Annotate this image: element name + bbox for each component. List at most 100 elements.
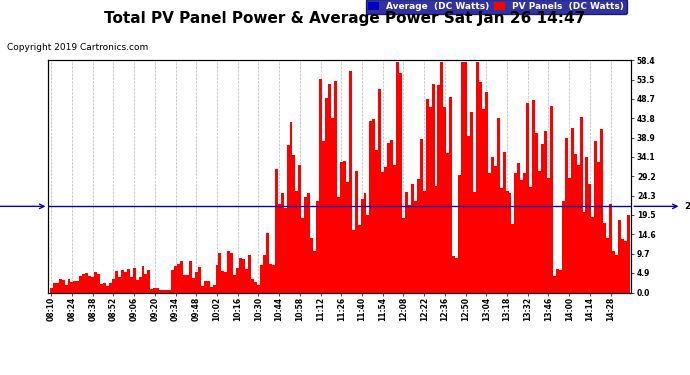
Bar <box>452 256 455 292</box>
Bar <box>192 278 195 292</box>
Bar <box>455 258 458 292</box>
Bar <box>529 187 532 292</box>
Bar <box>494 166 497 292</box>
Bar <box>461 62 464 292</box>
Bar <box>73 281 77 292</box>
Bar <box>171 270 174 292</box>
Bar <box>603 223 607 292</box>
Bar <box>313 251 316 292</box>
Bar <box>115 271 118 292</box>
Bar <box>230 253 233 292</box>
Bar <box>405 192 408 292</box>
Bar <box>556 269 559 292</box>
Bar <box>70 282 73 292</box>
Bar <box>168 290 171 292</box>
Bar <box>56 284 59 292</box>
Bar <box>568 178 571 292</box>
Bar <box>589 184 591 292</box>
Bar <box>136 280 139 292</box>
Bar <box>515 173 518 292</box>
Bar <box>506 191 509 292</box>
Bar <box>186 275 189 292</box>
Bar <box>183 275 186 292</box>
Bar <box>366 214 369 292</box>
Bar <box>159 290 162 292</box>
Bar <box>65 285 68 292</box>
Bar <box>298 165 302 292</box>
Bar <box>242 259 245 292</box>
Bar <box>269 264 272 292</box>
Bar <box>219 252 221 292</box>
Bar <box>224 272 228 292</box>
Bar <box>591 217 594 292</box>
Bar <box>307 193 310 292</box>
Bar <box>497 118 500 292</box>
Bar <box>97 274 100 292</box>
Bar <box>352 230 355 292</box>
Bar <box>458 175 461 292</box>
Bar <box>286 145 290 292</box>
Bar <box>375 150 378 292</box>
Bar <box>580 117 582 292</box>
Bar <box>233 275 236 292</box>
Bar <box>378 89 382 292</box>
Bar <box>290 122 293 292</box>
Bar <box>228 251 230 292</box>
Bar <box>467 136 470 292</box>
Bar <box>94 272 97 292</box>
Bar <box>127 269 130 292</box>
Bar <box>346 182 348 292</box>
Bar <box>414 201 417 292</box>
Bar <box>417 179 420 292</box>
Text: 21.640: 21.640 <box>0 202 44 211</box>
Bar <box>210 287 213 292</box>
Bar <box>491 157 494 292</box>
Bar <box>121 270 124 292</box>
Bar <box>257 285 260 292</box>
Bar <box>239 258 242 292</box>
Bar <box>150 289 153 292</box>
Bar <box>331 118 334 292</box>
Bar <box>582 212 586 292</box>
Bar <box>165 290 168 292</box>
Bar <box>59 279 61 292</box>
Bar <box>281 193 284 292</box>
Bar <box>157 288 159 292</box>
Bar <box>77 281 79 292</box>
Bar <box>141 266 144 292</box>
Bar <box>109 283 112 292</box>
Bar <box>82 274 86 292</box>
Bar <box>479 82 482 292</box>
Bar <box>627 216 630 292</box>
Bar <box>204 281 206 292</box>
Bar <box>304 197 307 292</box>
Bar <box>174 266 177 292</box>
Bar <box>520 180 523 292</box>
Bar <box>132 268 136 292</box>
Bar <box>446 153 449 292</box>
Bar <box>396 62 399 292</box>
Bar <box>420 139 423 292</box>
Bar <box>88 276 91 292</box>
Bar <box>573 154 577 292</box>
Legend: Average  (DC Watts), PV Panels  (DC Watts): Average (DC Watts), PV Panels (DC Watts) <box>366 0 627 14</box>
Bar <box>411 184 414 292</box>
Bar <box>384 167 387 292</box>
Bar <box>236 268 239 292</box>
Bar <box>275 169 277 292</box>
Bar <box>621 239 624 292</box>
Bar <box>586 158 589 292</box>
Bar <box>263 255 266 292</box>
Bar <box>618 220 621 292</box>
Text: Copyright 2019 Cartronics.com: Copyright 2019 Cartronics.com <box>7 43 148 52</box>
Bar <box>523 173 526 292</box>
Bar <box>322 141 325 292</box>
Bar <box>464 62 467 292</box>
Bar <box>61 280 65 292</box>
Bar <box>393 165 396 292</box>
Bar <box>437 86 440 292</box>
Bar <box>266 233 269 292</box>
Bar <box>502 152 506 292</box>
Bar <box>79 276 82 292</box>
Bar <box>284 208 286 292</box>
